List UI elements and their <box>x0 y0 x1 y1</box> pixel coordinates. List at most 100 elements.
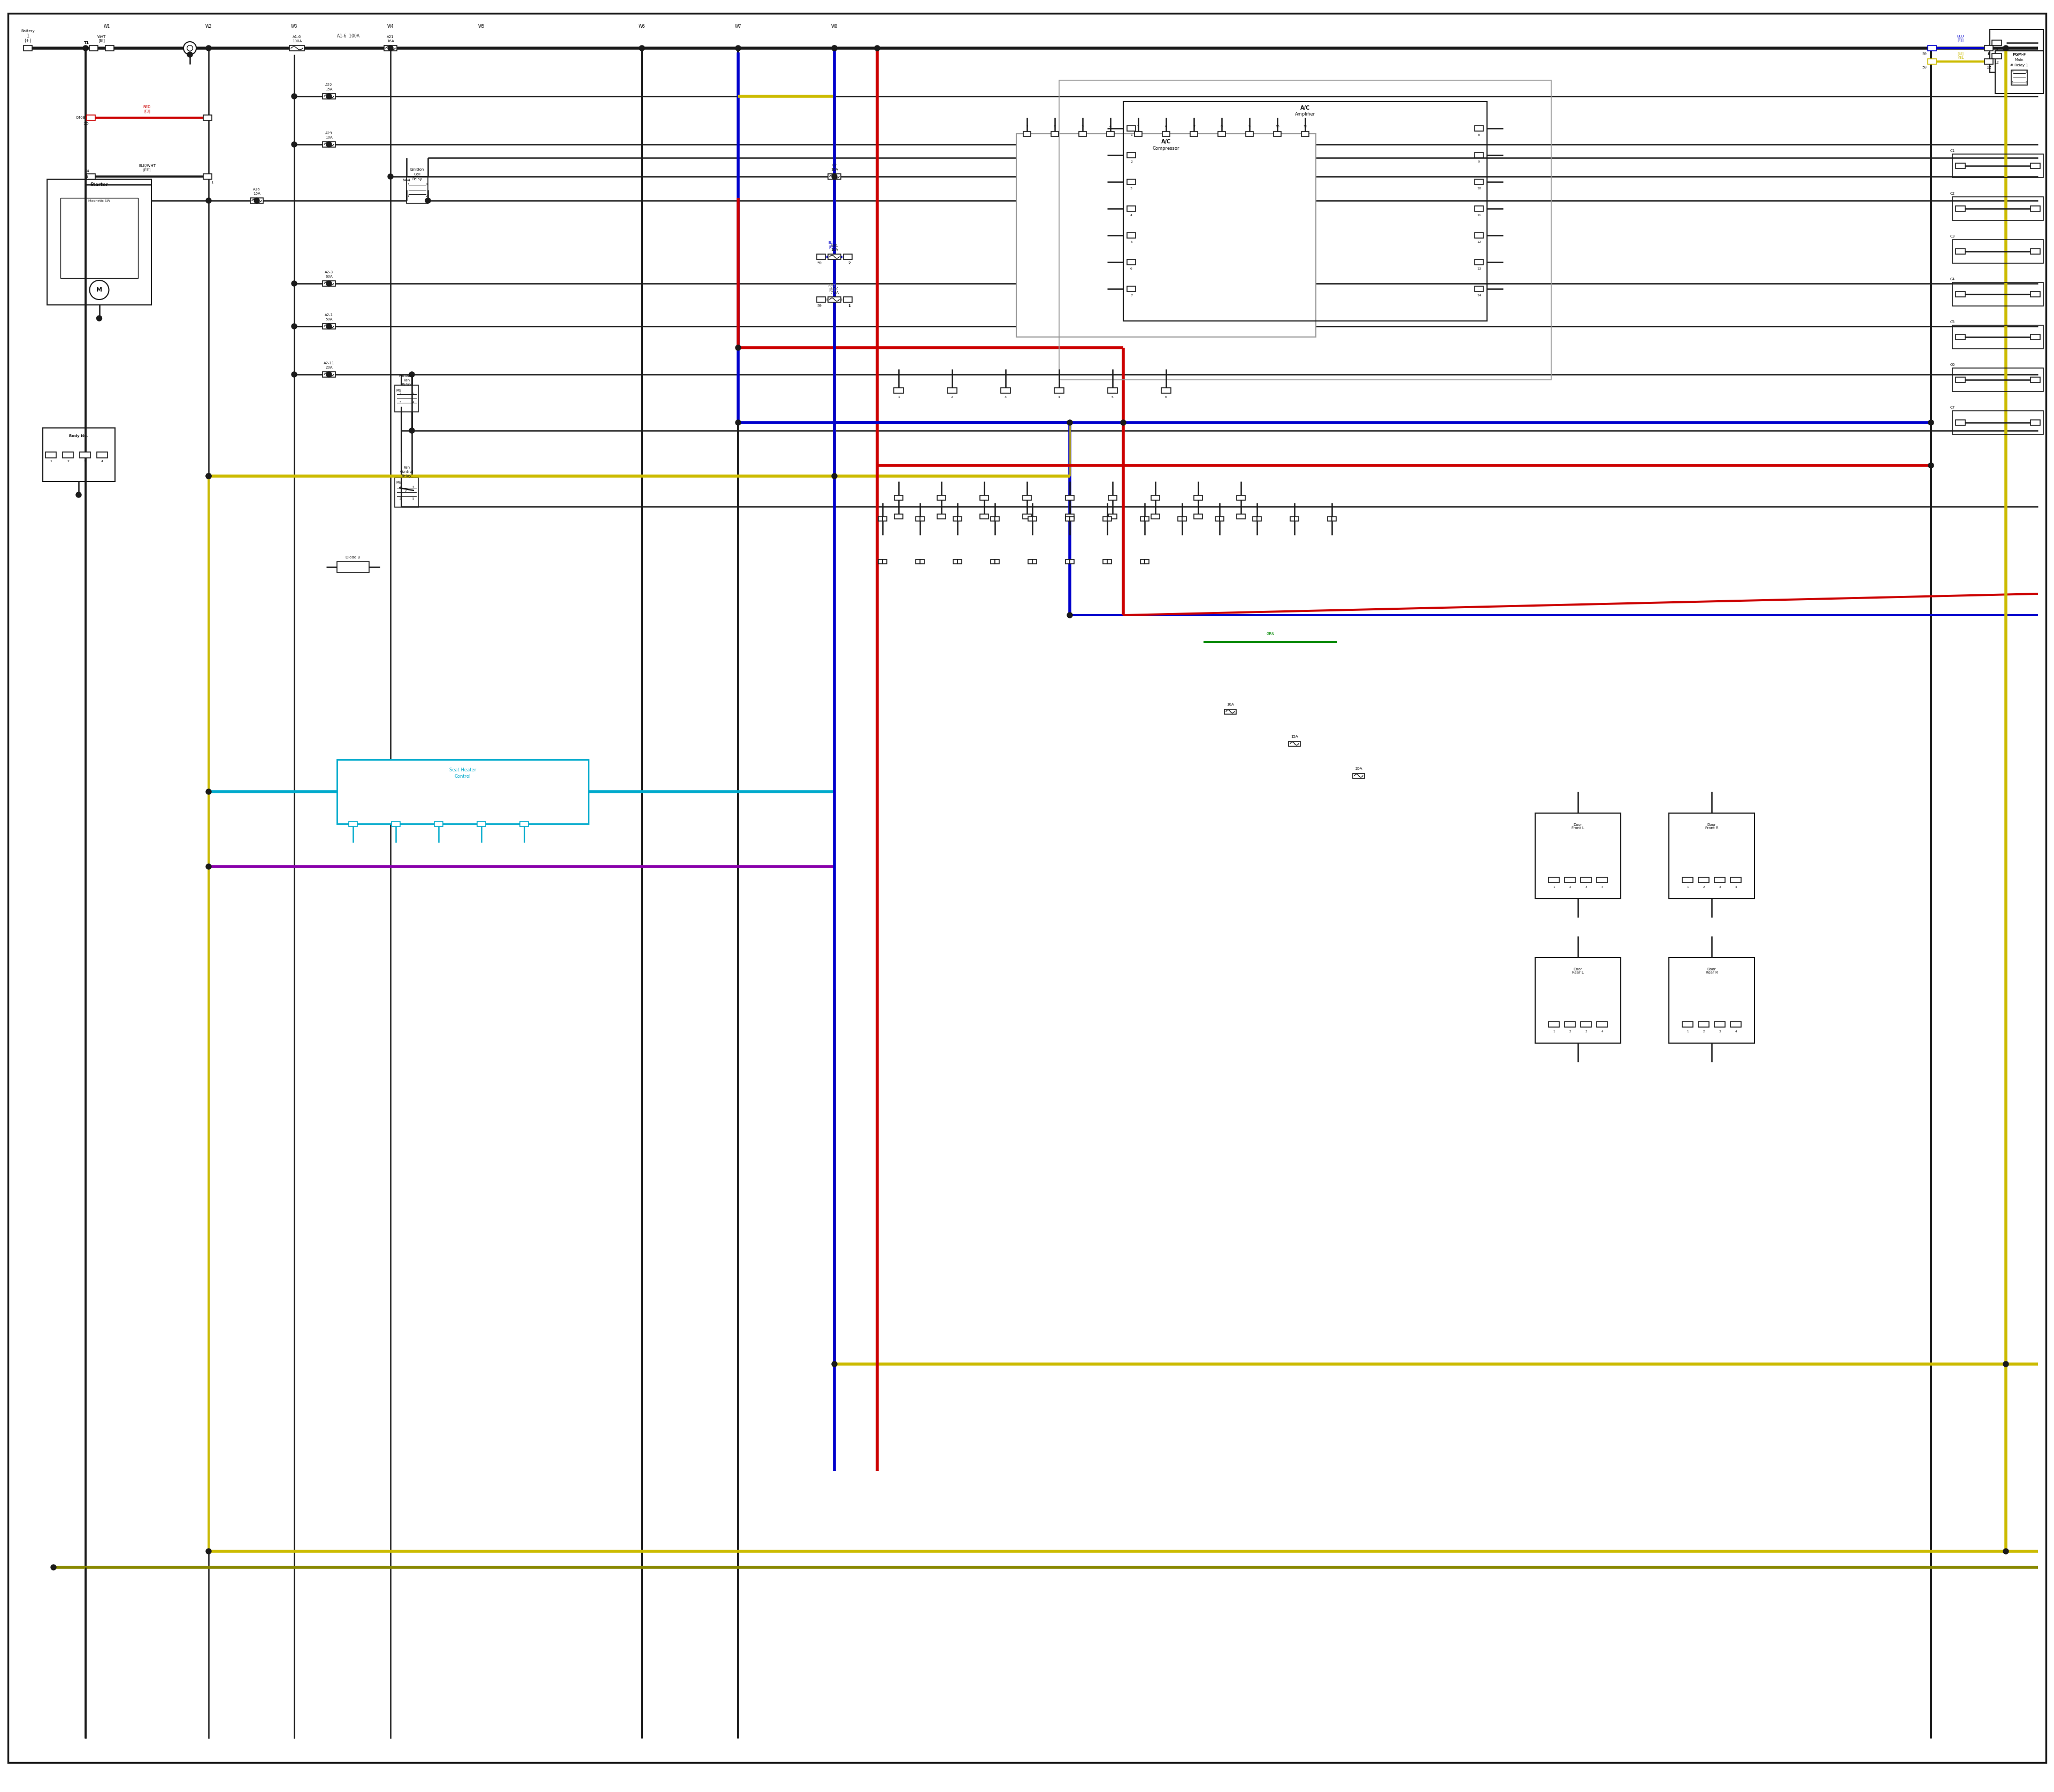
Circle shape <box>875 45 879 50</box>
Circle shape <box>735 45 741 50</box>
Bar <box>1128 287 1136 292</box>
Bar <box>203 174 212 179</box>
Text: Starter: Starter <box>90 183 109 186</box>
Text: 15: 15 <box>84 122 88 125</box>
Bar <box>916 516 920 521</box>
Bar <box>1237 514 1245 518</box>
Bar <box>1565 1021 1575 1027</box>
Text: 3: 3 <box>1082 125 1085 127</box>
Bar <box>883 516 887 521</box>
Circle shape <box>1929 419 1933 425</box>
Bar <box>1070 516 1074 521</box>
Bar <box>2031 163 2040 168</box>
Circle shape <box>187 52 193 57</box>
Circle shape <box>255 197 259 202</box>
Bar <box>97 452 107 457</box>
Bar <box>1220 516 1224 521</box>
Bar <box>1216 516 1220 521</box>
Text: 12: 12 <box>1986 66 1990 70</box>
Bar <box>828 297 840 303</box>
Text: A1-6  100A: A1-6 100A <box>337 34 359 39</box>
Bar <box>1929 59 1937 65</box>
Circle shape <box>1068 613 1072 618</box>
Text: A2-3: A2-3 <box>325 271 333 274</box>
Bar <box>1668 957 1754 1043</box>
Text: M: M <box>97 287 103 292</box>
Bar <box>2031 292 2040 297</box>
Text: 1: 1 <box>27 34 29 39</box>
Bar <box>1273 131 1282 136</box>
Bar <box>1668 814 1754 898</box>
Text: C408: C408 <box>76 116 86 120</box>
Bar <box>1109 495 1117 500</box>
Bar <box>1144 559 1148 564</box>
Bar <box>1128 260 1136 265</box>
Bar <box>384 45 396 50</box>
Bar <box>1107 559 1111 564</box>
Bar <box>1161 387 1171 392</box>
Text: BLK/WHT: BLK/WHT <box>138 165 156 167</box>
Circle shape <box>205 45 212 50</box>
Circle shape <box>205 788 212 794</box>
Text: C4: C4 <box>1949 278 1955 281</box>
Text: 6: 6 <box>1165 125 1167 127</box>
Bar <box>1218 131 1226 136</box>
Bar <box>893 387 904 392</box>
Text: 4: 4 <box>101 461 103 462</box>
Bar <box>62 452 74 457</box>
Circle shape <box>327 324 331 330</box>
Bar <box>883 559 887 564</box>
Bar <box>322 142 335 147</box>
Circle shape <box>292 281 298 287</box>
Bar <box>990 559 994 564</box>
Text: M8: M8 <box>396 480 403 484</box>
Text: B12: B12 <box>830 287 838 290</box>
Bar <box>1052 131 1058 136</box>
Bar <box>1128 206 1136 211</box>
Text: 9: 9 <box>1249 125 1251 127</box>
Text: W1: W1 <box>103 25 111 29</box>
Bar <box>1253 516 1257 521</box>
Bar <box>1288 742 1300 745</box>
Text: Compressor: Compressor <box>1152 147 1179 151</box>
Bar <box>1475 206 1483 211</box>
Circle shape <box>639 45 645 50</box>
Text: Body No.: Body No. <box>70 434 88 437</box>
Text: C5: C5 <box>1949 321 1955 324</box>
Bar <box>60 197 138 278</box>
Bar <box>1953 324 2044 349</box>
Bar <box>1109 514 1117 518</box>
Bar <box>251 197 263 202</box>
Bar <box>1107 516 1111 521</box>
Text: A/C: A/C <box>1300 106 1310 111</box>
Bar <box>1247 131 1253 136</box>
Bar <box>1257 516 1261 521</box>
Circle shape <box>292 93 298 99</box>
Circle shape <box>327 93 331 99</box>
Text: Door
Rear R: Door Rear R <box>1705 968 1717 975</box>
Bar <box>1582 1021 1592 1027</box>
Text: 1: 1 <box>848 305 850 308</box>
Bar <box>105 45 113 50</box>
Bar <box>392 821 401 826</box>
Text: C3: C3 <box>1949 235 1955 238</box>
Bar <box>980 514 988 518</box>
Text: 13: 13 <box>1477 267 1481 271</box>
Text: C2: C2 <box>1949 192 1955 195</box>
Text: A2-11: A2-11 <box>322 362 335 366</box>
Bar <box>1023 495 1031 500</box>
Text: Diode B: Diode B <box>345 556 359 559</box>
Bar <box>920 559 924 564</box>
Text: 6: 6 <box>1165 396 1167 398</box>
Text: Control: Control <box>401 470 413 473</box>
Circle shape <box>2003 1362 2009 1367</box>
Bar <box>1128 125 1136 131</box>
Bar <box>407 177 427 202</box>
Text: W6: W6 <box>639 25 645 29</box>
Bar <box>1955 206 1966 211</box>
Circle shape <box>292 371 298 376</box>
Text: Fan: Fan <box>403 466 409 470</box>
Bar <box>1475 125 1483 131</box>
Circle shape <box>425 197 431 202</box>
Text: Magnetic SW: Magnetic SW <box>88 199 111 202</box>
